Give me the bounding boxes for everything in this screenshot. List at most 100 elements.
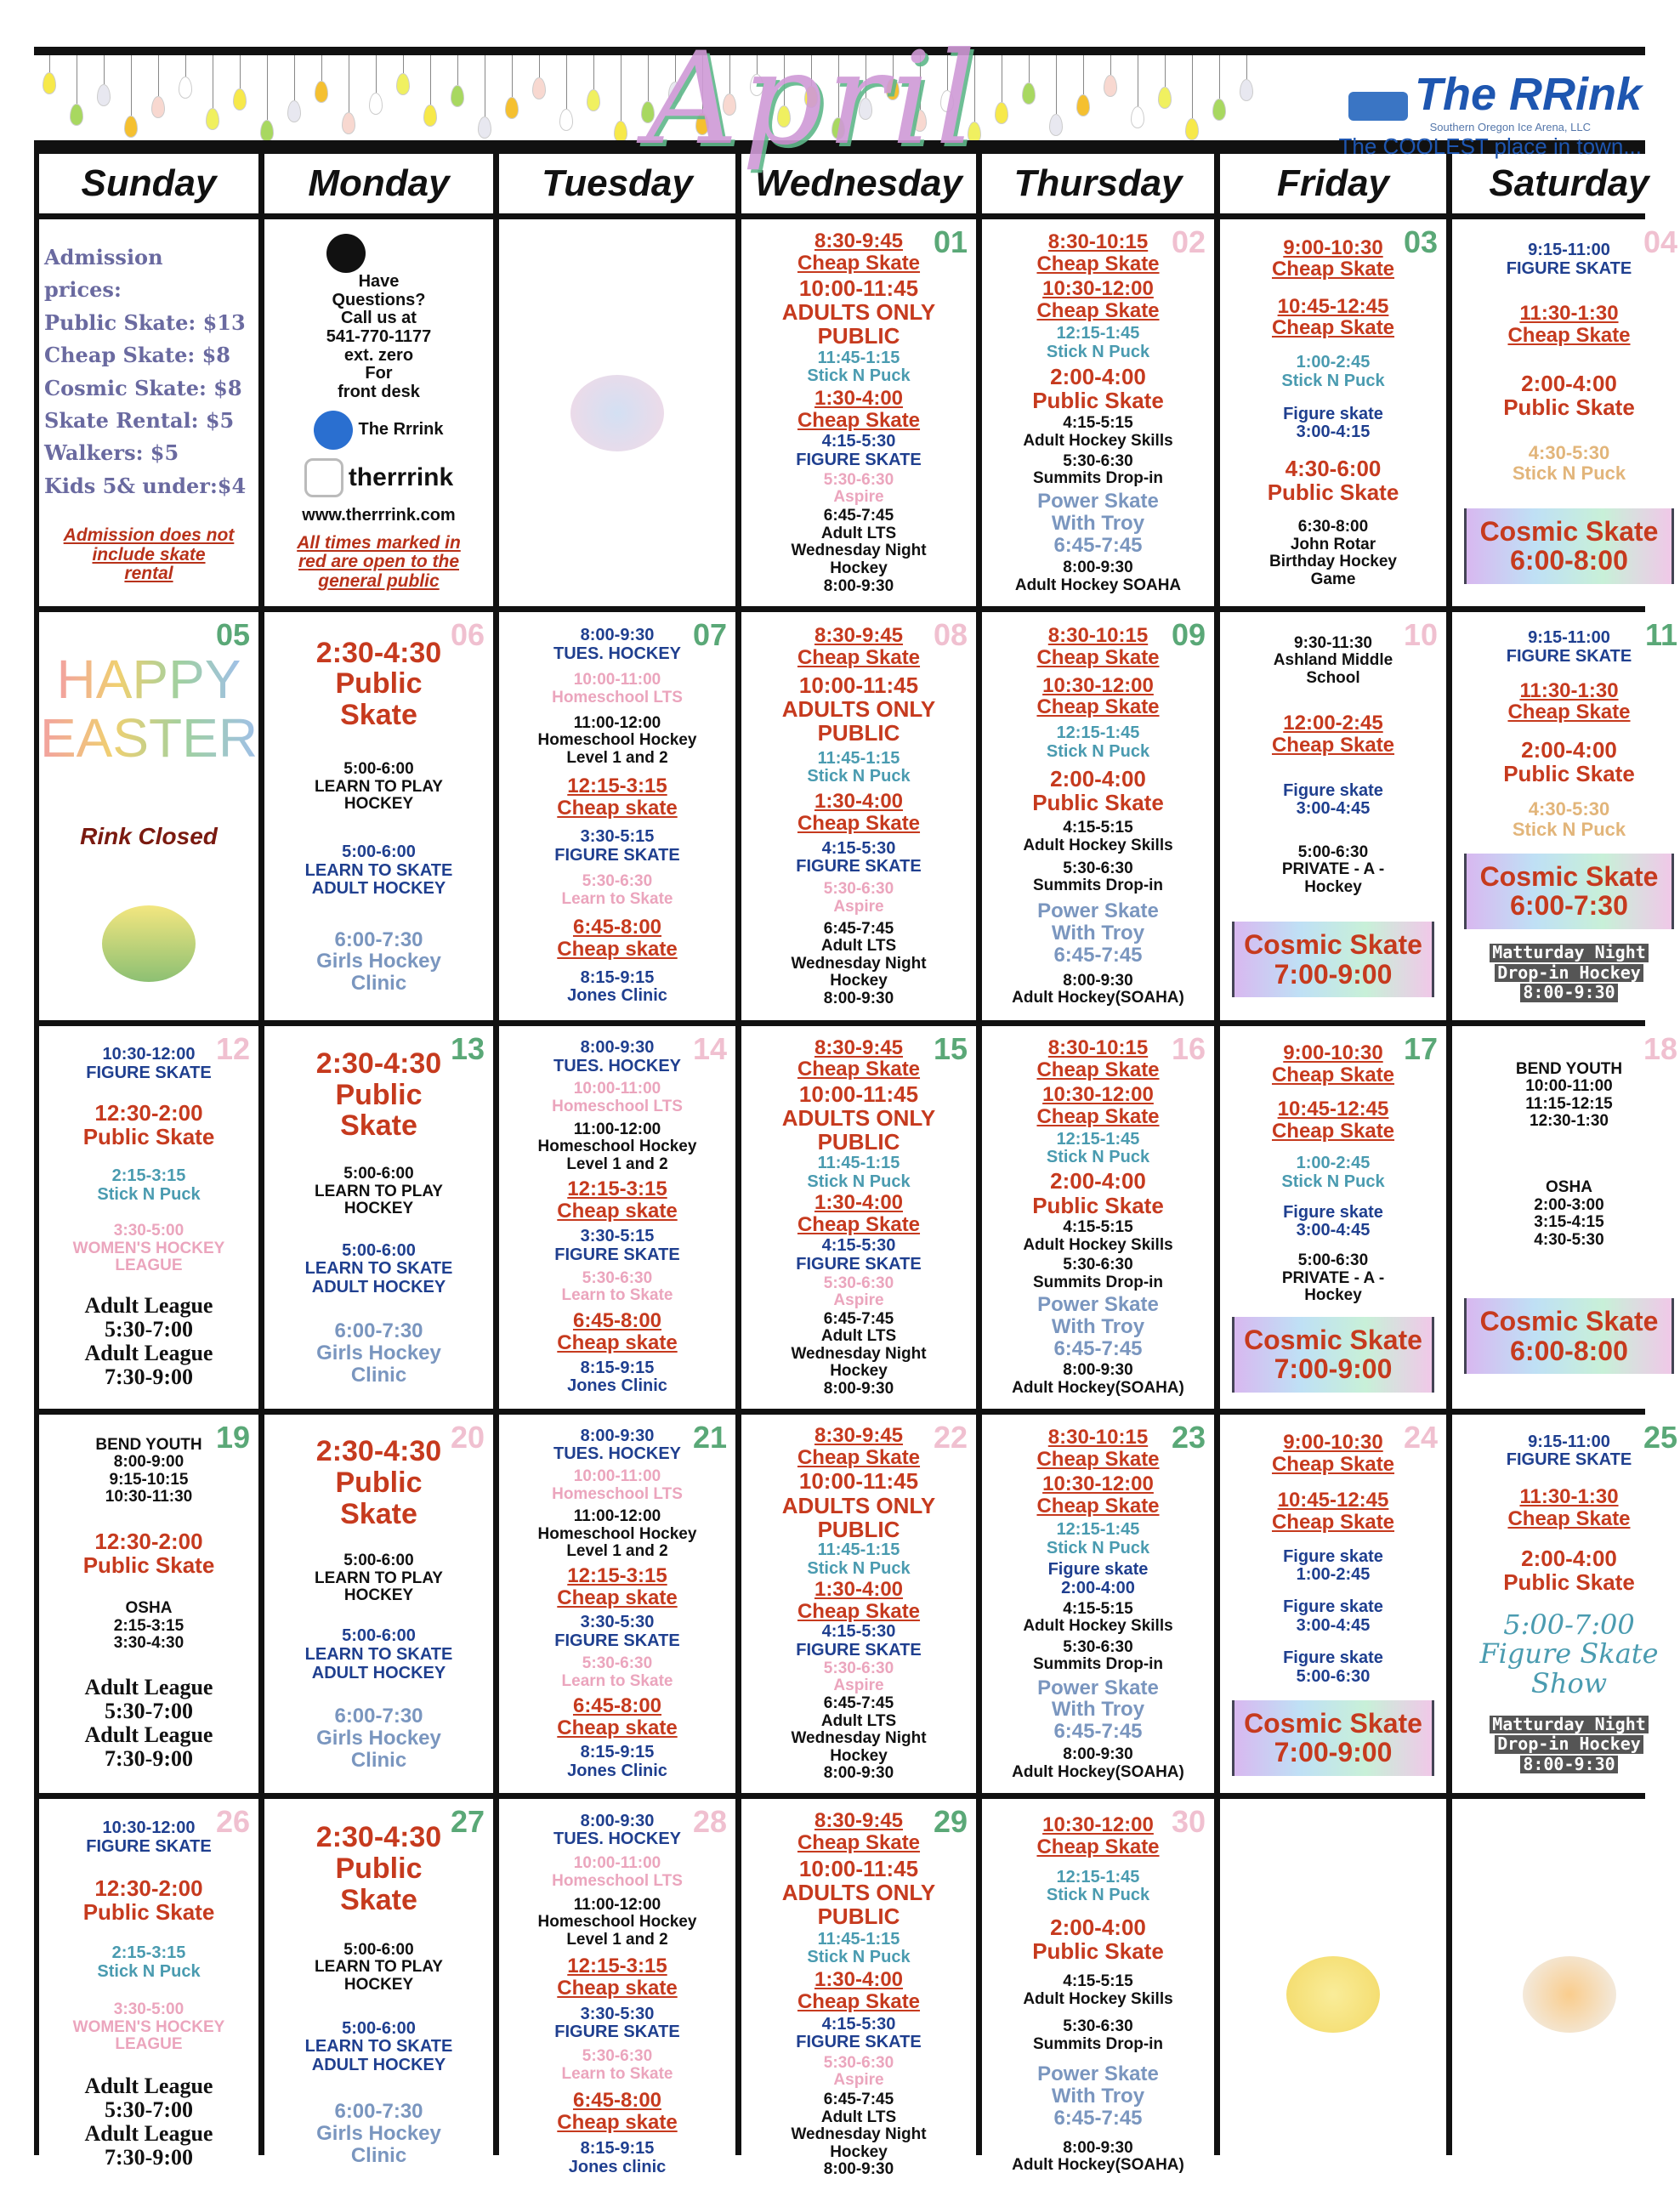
easter-egg-icon [641, 101, 655, 123]
event-line: Public [335, 1467, 423, 1500]
schedule-event: 12:15-1:45 Stick N Puck [1047, 1520, 1149, 1557]
schedule-event: 10:00-11:45 ADULTS ONLY PUBLIC [782, 276, 936, 348]
day-cell: 22 8:30-9:45 Cheap Skate 10:00-11:45 ADULTS … [741, 1415, 976, 1793]
admission-prices: Admission prices: Public Skate: $13 Cheap S… [44, 241, 246, 502]
day-number: 28 [692, 1804, 727, 1839]
event-line: 5:00-6:00 [342, 843, 416, 862]
schedule-event: 10:45-12:45 Cheap Skate [1272, 1098, 1394, 1143]
event-line: FIGURE SKATE [1506, 258, 1632, 278]
egg-string [947, 55, 948, 90]
event-line: Stick N Puck [1046, 1148, 1150, 1167]
schedule-event: 5:30-6:30 Summits Drop-in [1033, 452, 1163, 488]
facebook-link[interactable]: The Rrrink [314, 410, 444, 450]
event-line: Power Skate [1037, 490, 1159, 513]
schedule-event: 11:45-1:15 Stick N Puck [807, 1929, 910, 1967]
instagram-handle: therrrink [348, 463, 454, 492]
event-line: Learn to Skate [561, 1671, 673, 1690]
event-line: 9:00-10:30 [1283, 1041, 1383, 1065]
schedule-event: 5:30-6:30 Aspire [824, 471, 894, 507]
event-line: Cheap skate [557, 2110, 678, 2134]
event-line: 8:30-10:15 [1047, 624, 1149, 648]
event-line: 11:45-1:15 [817, 1929, 900, 1949]
event-line: Cheap Skate [1271, 1453, 1395, 1477]
event-line: 5:30-6:30 [1063, 859, 1133, 877]
red-times-note: All times marked in red are open to the ge… [297, 533, 461, 592]
event-line: 9:00-10:30 [1283, 1431, 1383, 1455]
day-number: 11 [1644, 617, 1677, 652]
day-number: 04 [1643, 224, 1677, 259]
day-number: 22 [933, 1420, 968, 1455]
event-line: Hockey [1304, 877, 1362, 896]
event-line: 6:45-7:45 [823, 2091, 894, 2109]
schedule-event: 10:00-11:00 Homeschool LTS [552, 1855, 683, 1890]
event-line: Adult Hockey(SOAHA) [1012, 1379, 1184, 1397]
event-line: 9:15-11:00 [1528, 241, 1610, 260]
event-line: 6:45-8:00 [572, 2088, 662, 2112]
event-line: 5:30-6:30 [823, 2053, 894, 2072]
easter-egg-icon [859, 98, 872, 120]
event-line: Public Skate [1032, 1938, 1164, 1965]
event-line: Adult League [84, 2120, 213, 2146]
event-line: TUES. HOCKEY [553, 644, 682, 663]
schedule-event: 4:15-5:15 Adult Hockey Skills [1023, 415, 1172, 450]
event-line: 7:00-9:00 [1274, 958, 1393, 990]
egg-string [321, 55, 322, 81]
contact-line: 541-770-1177 [326, 327, 432, 346]
easter-egg-icon [97, 84, 111, 106]
day-number: 23 [1171, 1420, 1206, 1455]
event-line: Adult Hockey Skills [1023, 431, 1173, 450]
schedule-event: 5:00-6:00 LEARN TO SKATE ADULT HOCKEY [305, 1241, 453, 1297]
event-line: 8:30-9:45 [814, 623, 904, 647]
schedule-event: 12:15-1:45 Stick N Puck [1047, 324, 1149, 361]
event-line: FIGURE SKATE [554, 2023, 680, 2042]
event-line: Hockey [830, 2142, 888, 2161]
instagram-link[interactable]: therrrink [304, 458, 454, 498]
egg-string [267, 55, 268, 120]
event-line: HOCKEY [343, 1975, 414, 1994]
day-number: 13 [450, 1031, 485, 1066]
event-line: Adult Hockey Skills [1023, 1235, 1173, 1254]
event-line: 10:30-12:00 [1042, 276, 1154, 300]
event-line: Wednesday Night [791, 542, 927, 560]
event-line: 1:30-4:00 [814, 1191, 904, 1215]
event-line: 10:00-11:00 [573, 1080, 661, 1098]
schedule-event: Adult League 5:30-7:00 Adult League 7:30-9:… [85, 1675, 213, 1771]
event-line: Public Skate [1267, 479, 1399, 506]
schedule-event: BEND YOUTH 10:00-11:00 11:15-12:15 12:30-1:… [1516, 1060, 1622, 1131]
easter-egg-icon [831, 117, 845, 139]
egg-string [376, 55, 377, 93]
phone-icon [326, 234, 366, 274]
easter-egg-icon [886, 78, 900, 100]
event-line: 4:15-5:15 [1063, 1218, 1133, 1237]
website-link[interactable]: www.therrrink.com [302, 506, 455, 525]
event-line: 8:00-9:30 [580, 1038, 655, 1058]
schedule-event: 11:45-1:15 Stick N Puck [807, 349, 910, 386]
schedule-event: 4:15-5:15 Adult Hockey Skills [1023, 1973, 1172, 2008]
event-line: Cosmic Skate [1479, 1306, 1659, 1337]
schedule-event: 3:30-5:00 WOMEN'S HOCKEY LEAGUE [73, 1223, 225, 1275]
day-cell: 23 8:30-10:15 Cheap Skate 10:30-12:00 Cheap … [982, 1415, 1214, 1793]
event-line: Girls Hockey [316, 950, 441, 973]
day-number: 18 [1643, 1031, 1677, 1066]
day-header-thursday: Thursday [982, 154, 1214, 213]
event-line: Cheap Skate [1036, 1835, 1160, 1858]
event-line: 5:30-7:00 [105, 1699, 193, 1724]
event-line: 10:30-12:00 [102, 1044, 196, 1064]
schedule-event: 2:00-4:00 Public Skate [1503, 736, 1635, 785]
instagram-icon [304, 458, 343, 498]
easter-egg-icon [505, 97, 519, 119]
schedule-event: 5:00-6:00 LEARN TO PLAY HOCKEY [315, 1941, 443, 1994]
event-line: 8:00-9:30 [1063, 971, 1133, 990]
event-line: FIGURE SKATE [554, 845, 680, 865]
schedule-event: 2:00-4:00 Public Skate [1032, 365, 1164, 412]
easter-egg-icon [940, 90, 954, 112]
event-line: 8:00-9:30 [1063, 559, 1133, 577]
admission-line: Kids 5& under:$4 [44, 473, 247, 498]
event-line: Homeschool LTS [552, 688, 683, 706]
schedule-event: BEND YOUTH 8:00-9:00 9:15-10:15 10:30-11:30 [95, 1436, 201, 1506]
easter-egg-icon [206, 108, 219, 130]
schedule-event: 5:00-6:30 PRIVATE - A - Hockey [1282, 843, 1384, 897]
easter-egg-icon [695, 113, 709, 135]
event-line: 2:00-4:00 [1521, 736, 1617, 763]
event-line: Summits Drop-in [1032, 1655, 1164, 1674]
